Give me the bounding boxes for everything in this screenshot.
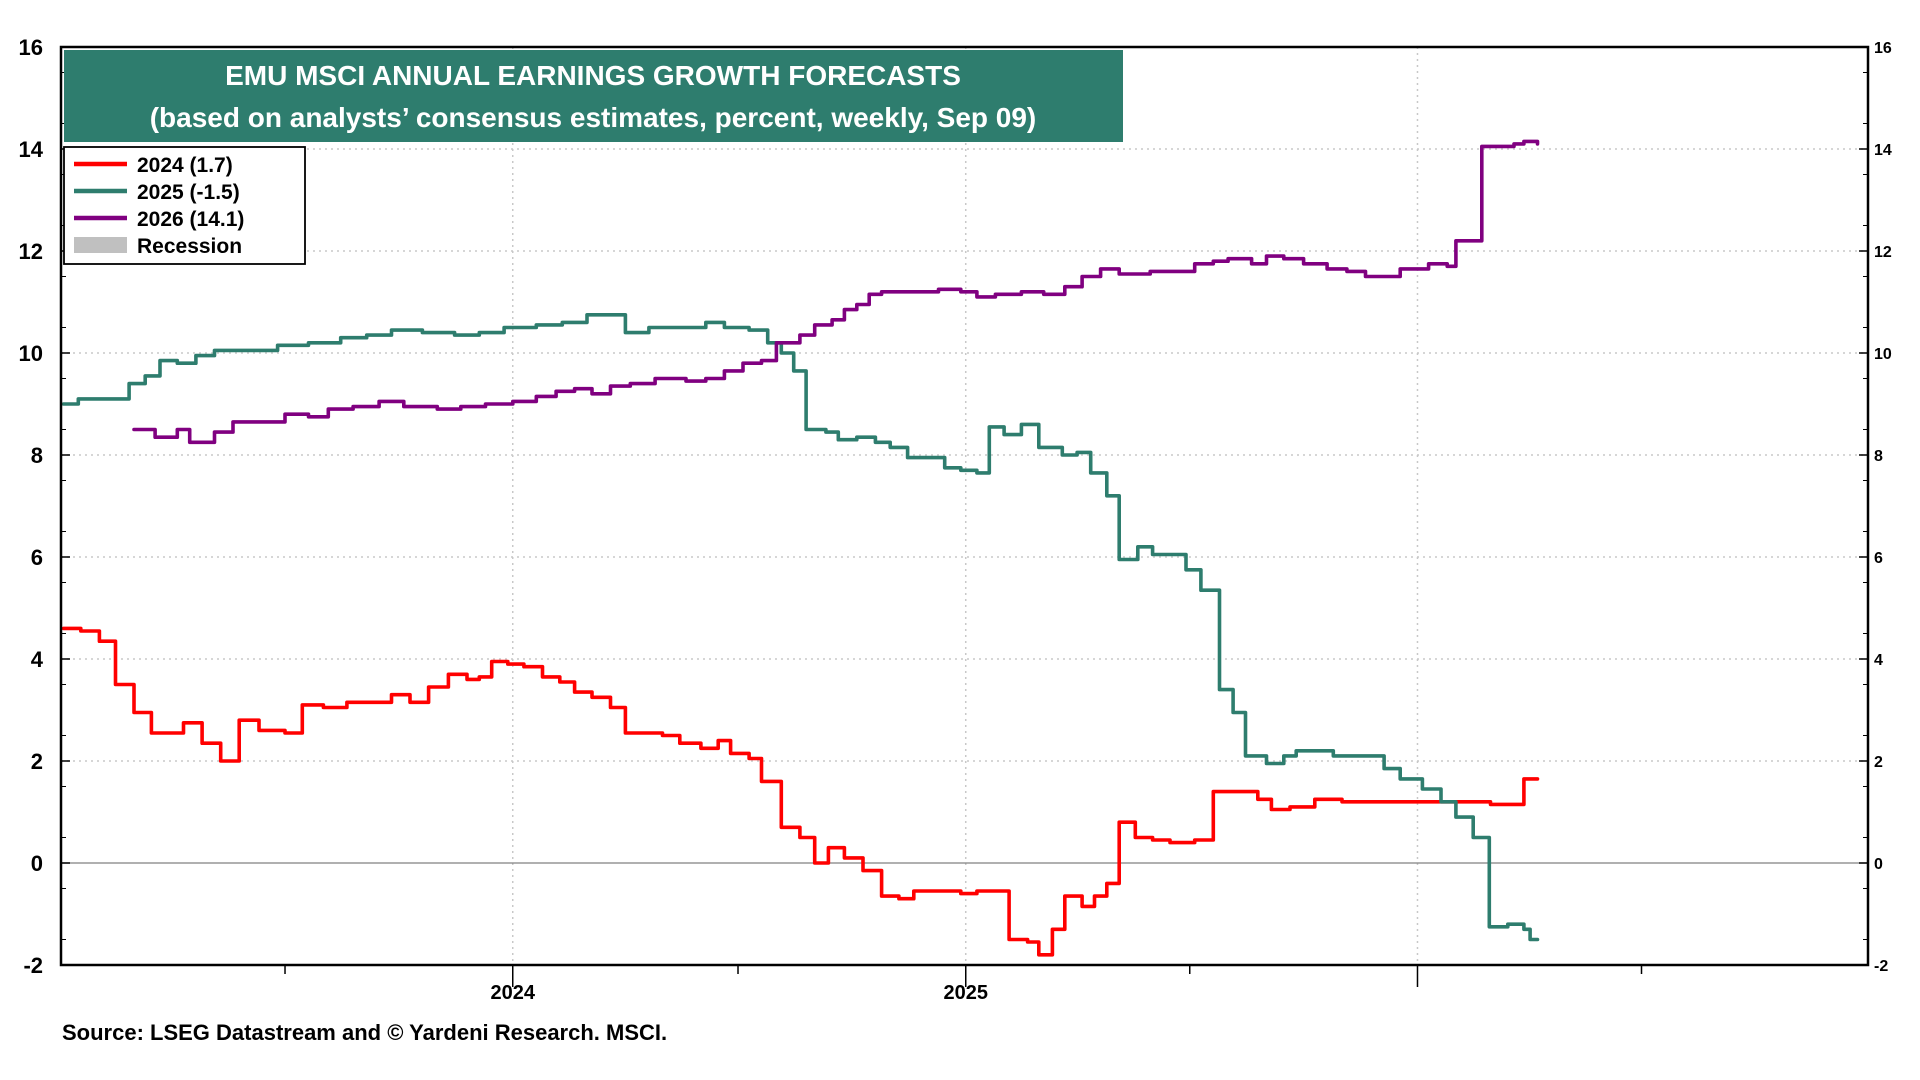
legend-label: 2024 (1.7) [137,154,233,177]
title-box: EMU MSCI ANNUAL EARNINGS GROWTH FORECAST… [64,50,1123,142]
x-tick-label: 2024 [491,982,536,1004]
title-background [64,50,1123,142]
source-note: Source: LSEG Datastream and © Yardeni Re… [62,1020,667,1045]
plot-frame [59,45,1870,967]
y-tick-label-left: 6 [31,545,43,570]
y-tick-label-right: 4 [1874,652,1883,669]
y-tick-label-left: 12 [19,239,43,264]
y-tick-label-left: 2 [31,749,43,774]
y-tick-label-left: 8 [31,443,43,468]
x-tick-label: 2025 [943,982,988,1004]
y-tick-label-left: 16 [19,35,43,60]
series-line [61,626,1540,957]
y-tick-label-right: 2 [1874,754,1883,771]
legend-swatch [74,237,127,253]
y-tick-label-right: 16 [1874,40,1892,57]
series-line [132,139,1540,445]
y-tick-label-right: 6 [1874,550,1883,567]
y-tick-label-right: 8 [1874,448,1883,465]
series-line [61,313,1540,942]
legend: 2024 (1.7) 2025 (-1.5) 2026 (14.1) Recessio… [63,146,306,265]
legend-label: 2026 (14.1) [137,208,244,231]
chart-subtitle: (based on analysts’ consensus estimates,… [150,102,1037,133]
y-tick-label-right: 14 [1874,142,1892,159]
y-tick-label-right: 12 [1874,244,1892,261]
series-layer [61,139,1540,957]
chart-title: EMU MSCI ANNUAL EARNINGS GROWTH FORECAST… [225,60,961,91]
y-tick-label-right: -2 [1874,958,1888,975]
axis-layer: 16 16 14 14 12 12 10 10 8 8 6 6 4 4 2 2 0 0 -2 -2 2024 2025 [19,35,1892,1004]
y-tick-label-left: 4 [31,647,44,672]
y-tick-label-left: -2 [23,953,43,978]
y-tick-label-right: 0 [1874,856,1883,873]
y-tick-label-left: 10 [19,341,43,366]
legend-label: 2025 (-1.5) [137,181,240,204]
legend-label: Recession [137,235,242,258]
y-tick-label-left: 0 [31,851,43,876]
y-tick-label-left: 14 [19,137,44,162]
grid-layer [61,47,1868,965]
y-tick-label-right: 10 [1874,346,1892,363]
